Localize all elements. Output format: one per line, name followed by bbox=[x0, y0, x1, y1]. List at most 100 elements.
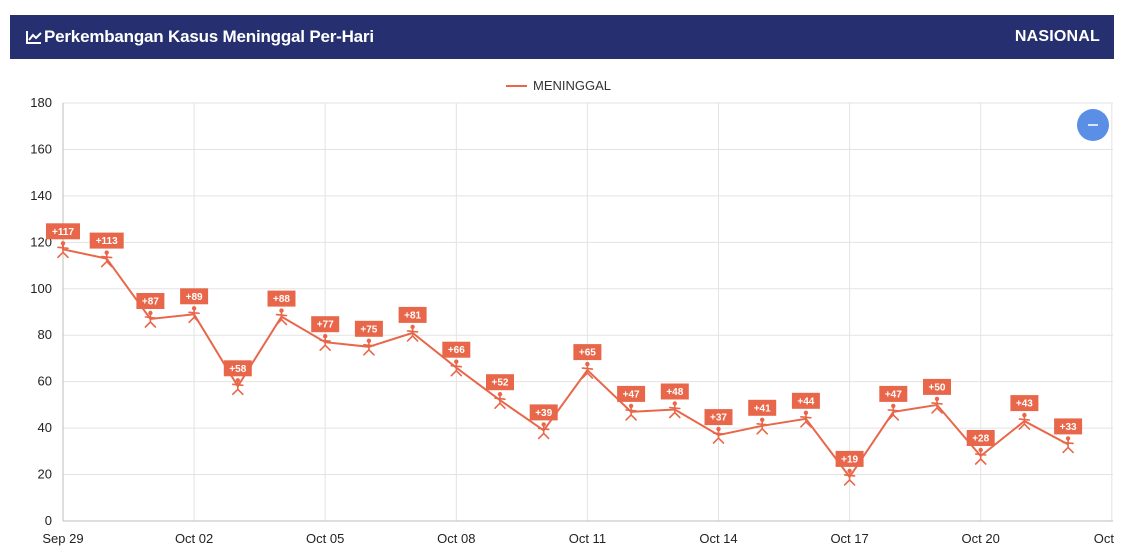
data-label-box bbox=[267, 290, 296, 307]
grid bbox=[63, 102, 1113, 522]
y-tick-label: 140 bbox=[30, 188, 52, 203]
legend[interactable]: MENINGGAL bbox=[506, 78, 611, 93]
y-tick-label: 80 bbox=[38, 327, 52, 342]
data-label-box bbox=[89, 232, 124, 249]
data-point-marker[interactable] bbox=[1062, 436, 1074, 454]
data-point-marker[interactable] bbox=[57, 241, 69, 259]
x-tick-label: Oct bbox=[1094, 531, 1115, 546]
data-point-marker[interactable] bbox=[625, 403, 637, 421]
data-label: +87 bbox=[142, 297, 159, 308]
data-point-marker[interactable] bbox=[494, 392, 506, 410]
y-tick-label: 0 bbox=[45, 513, 52, 528]
data-label: +77 bbox=[317, 320, 334, 331]
data-point-marker[interactable] bbox=[843, 468, 856, 486]
y-tick-label: 100 bbox=[30, 281, 52, 296]
data-label-box bbox=[136, 293, 165, 309]
data-point-marker[interactable] bbox=[756, 417, 769, 435]
data-label: +58 bbox=[229, 364, 246, 375]
data-label-box bbox=[1010, 395, 1039, 412]
data-label-box bbox=[748, 399, 777, 416]
data-label: +37 bbox=[710, 413, 727, 424]
data-point-marker[interactable] bbox=[931, 396, 943, 414]
data-label-box bbox=[398, 306, 427, 323]
y-tick-label: 60 bbox=[38, 374, 52, 389]
region-label: NASIONAL bbox=[1014, 28, 1100, 45]
data-label-box bbox=[180, 288, 209, 305]
data-label-box bbox=[879, 385, 908, 402]
data-point-marker[interactable] bbox=[581, 361, 594, 379]
data-label-box bbox=[835, 450, 864, 467]
data-label: +65 bbox=[579, 348, 596, 359]
chart-title: Perkembangan Kasus Meninggal Per-Hari bbox=[44, 27, 374, 46]
title-wrap: Perkembangan Kasus Meninggal Per-Hari bbox=[26, 27, 374, 47]
data-point-marker[interactable] bbox=[232, 378, 244, 396]
data-label: +50 bbox=[929, 382, 946, 393]
data-label-box bbox=[573, 344, 602, 361]
data-point-marker[interactable] bbox=[188, 306, 200, 324]
data-point-marker[interactable] bbox=[406, 324, 419, 342]
y-tick-label: 180 bbox=[30, 95, 52, 110]
data-label: +48 bbox=[666, 387, 683, 398]
x-tick-label: Sep 29 bbox=[42, 531, 83, 546]
data-label-box bbox=[1054, 418, 1083, 435]
line-chart-icon bbox=[26, 31, 42, 44]
data-label: +28 bbox=[972, 434, 989, 445]
data-label-box bbox=[791, 392, 820, 409]
data-label: +19 bbox=[841, 454, 858, 465]
data-point-marker[interactable] bbox=[974, 447, 987, 465]
data-label-box bbox=[311, 316, 340, 333]
zoom-reset-button[interactable] bbox=[1077, 109, 1109, 141]
data-label-box bbox=[660, 383, 689, 400]
x-tick-label: Oct 11 bbox=[569, 531, 606, 546]
data-label: +88 bbox=[273, 294, 290, 305]
chart-header: Perkembangan Kasus Meninggal Per-Hari NA… bbox=[10, 15, 1114, 59]
data-label: +47 bbox=[885, 389, 902, 400]
data-label: +75 bbox=[360, 324, 377, 335]
data-point-marker[interactable] bbox=[363, 338, 375, 356]
x-tick-label: Oct 14 bbox=[699, 531, 737, 546]
x-tick-label: Oct 08 bbox=[437, 531, 475, 546]
data-point-marker[interactable] bbox=[887, 403, 900, 421]
data-label-box bbox=[442, 341, 471, 358]
data-label: +41 bbox=[754, 403, 771, 414]
data-point-marker[interactable] bbox=[319, 334, 332, 352]
legend-label[interactable]: MENINGGAL bbox=[533, 78, 611, 93]
data-point-marker[interactable] bbox=[100, 250, 113, 268]
data-point-marker[interactable] bbox=[275, 308, 288, 326]
data-label: +39 bbox=[535, 408, 552, 419]
data-label: +47 bbox=[623, 389, 640, 400]
data-labels: +117 +113 +87 +89 +58 +88 +77 +75 +81 +66 +52 +39 +6… bbox=[46, 223, 1083, 467]
data-label-box bbox=[617, 385, 646, 402]
data-label: +43 bbox=[1016, 399, 1033, 410]
data-label: +113 bbox=[96, 236, 118, 247]
data-label: +44 bbox=[797, 396, 814, 407]
data-label-box bbox=[486, 374, 514, 391]
data-label: +52 bbox=[492, 378, 509, 389]
series-line-group bbox=[62, 245, 1069, 479]
data-label-box bbox=[46, 223, 80, 240]
data-label-box bbox=[354, 320, 383, 337]
data-point-marker[interactable] bbox=[450, 359, 463, 377]
x-tick-label: Oct 20 bbox=[962, 531, 1000, 546]
data-label-box bbox=[223, 360, 252, 377]
x-tick-label: Oct 17 bbox=[830, 531, 868, 546]
data-point-marker[interactable] bbox=[144, 310, 157, 328]
data-point-marker[interactable] bbox=[800, 410, 812, 428]
data-label: +33 bbox=[1060, 422, 1077, 433]
data-point-marker[interactable] bbox=[712, 426, 725, 444]
data-label-box bbox=[966, 430, 995, 446]
data-point-marker[interactable] bbox=[537, 422, 550, 440]
markers bbox=[57, 241, 1074, 486]
data-label-box bbox=[704, 409, 733, 426]
data-label: +66 bbox=[448, 345, 465, 356]
series-line-meninggal bbox=[62, 245, 1069, 479]
data-label: +117 bbox=[52, 227, 74, 238]
x-tick-label: Oct 02 bbox=[175, 531, 213, 546]
y-tick-label: 40 bbox=[38, 420, 52, 435]
data-point-marker[interactable] bbox=[668, 401, 681, 419]
data-label-box bbox=[923, 378, 951, 395]
data-point-marker[interactable] bbox=[1018, 412, 1031, 430]
data-label: +81 bbox=[404, 310, 421, 321]
